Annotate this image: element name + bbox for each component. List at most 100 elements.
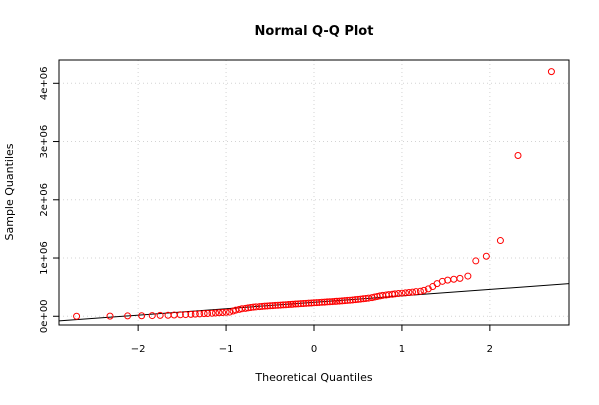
data-point [408, 288, 416, 296]
data-point [482, 252, 490, 260]
data-point [456, 274, 464, 282]
data-point [302, 299, 310, 307]
y-tick-label: 1e+06 [39, 241, 50, 275]
data-point [416, 287, 424, 295]
data-point [258, 302, 266, 310]
data-point [106, 312, 114, 320]
data-point [326, 298, 334, 306]
data-point [196, 310, 204, 318]
data-point [343, 296, 351, 304]
data-point [244, 304, 252, 312]
data-point [472, 257, 480, 265]
data-point [241, 304, 249, 312]
data-points [73, 68, 555, 320]
data-point [514, 152, 522, 160]
data-point [336, 297, 343, 305]
y-axis: 0e+00 1e+06 2e+06 3e+06 4e+06 [39, 66, 60, 333]
data-point [357, 295, 365, 303]
data-point [289, 300, 297, 308]
data-point [208, 309, 216, 317]
data-point [401, 289, 409, 297]
data-point [124, 312, 132, 320]
data-point [354, 295, 362, 303]
data-point [176, 311, 184, 319]
data-point [279, 301, 287, 309]
data-point [438, 277, 446, 285]
data-point [182, 311, 190, 319]
data-point [212, 309, 220, 317]
data-point [222, 308, 230, 316]
data-point [333, 297, 341, 305]
data-point [307, 299, 315, 307]
x-tick-label: −2 [131, 344, 146, 355]
data-point [226, 308, 234, 316]
data-point [215, 309, 223, 317]
data-point [464, 272, 472, 280]
y-axis-label: Sample Quantiles [3, 143, 16, 240]
data-point [373, 292, 381, 300]
data-point [255, 303, 263, 311]
data-point [277, 301, 285, 309]
data-point [338, 297, 346, 305]
y-tick-label: 0e+00 [39, 299, 50, 333]
data-point [247, 304, 255, 312]
data-point [315, 298, 323, 306]
data-point [200, 310, 208, 318]
data-point [450, 275, 458, 283]
data-point [313, 299, 321, 307]
data-point [412, 288, 420, 296]
y-tick-label: 4e+06 [39, 66, 50, 100]
data-point [261, 302, 269, 310]
data-point [391, 290, 399, 298]
y-tick-label: 3e+06 [39, 125, 50, 159]
x-axis-label: Theoretical Quantiles [254, 371, 372, 384]
data-point [138, 312, 146, 320]
data-point [346, 296, 354, 304]
y-tick-label: 2e+06 [39, 183, 50, 217]
data-point [359, 295, 367, 303]
data-point [310, 299, 318, 307]
data-point [321, 298, 329, 306]
data-point [269, 302, 277, 310]
x-tick-label: −1 [219, 344, 234, 355]
data-point [282, 301, 290, 309]
data-point [73, 312, 81, 320]
data-point [394, 290, 402, 298]
data-point [274, 301, 282, 309]
data-point [271, 301, 279, 309]
data-point [547, 68, 555, 76]
data-point [266, 302, 274, 310]
data-point [156, 311, 164, 319]
data-point [299, 300, 307, 308]
x-tick-label: 0 [311, 344, 317, 355]
data-point [148, 312, 156, 320]
data-point [323, 298, 331, 306]
data-point [405, 289, 413, 297]
x-axis: −2 −1 0 1 2 [131, 324, 493, 355]
data-point [297, 300, 305, 308]
data-point [305, 299, 313, 307]
chart-title: Normal Q-Q Plot [255, 24, 374, 39]
data-point [191, 310, 199, 318]
data-point [368, 294, 376, 302]
data-point [341, 297, 349, 305]
data-point [318, 298, 326, 306]
data-point [263, 302, 271, 310]
data-point [294, 300, 302, 308]
data-point [351, 296, 359, 304]
data-point [204, 309, 212, 317]
data-point [285, 301, 292, 309]
data-point [187, 310, 195, 318]
data-point [496, 237, 504, 245]
data-point [398, 289, 406, 297]
data-point [371, 293, 379, 301]
data-point [292, 300, 300, 308]
data-point [219, 309, 227, 317]
data-point [328, 298, 336, 306]
data-point [349, 296, 357, 304]
x-tick-label: 2 [487, 344, 493, 355]
x-tick-label: 1 [399, 344, 405, 355]
data-point [420, 286, 428, 294]
